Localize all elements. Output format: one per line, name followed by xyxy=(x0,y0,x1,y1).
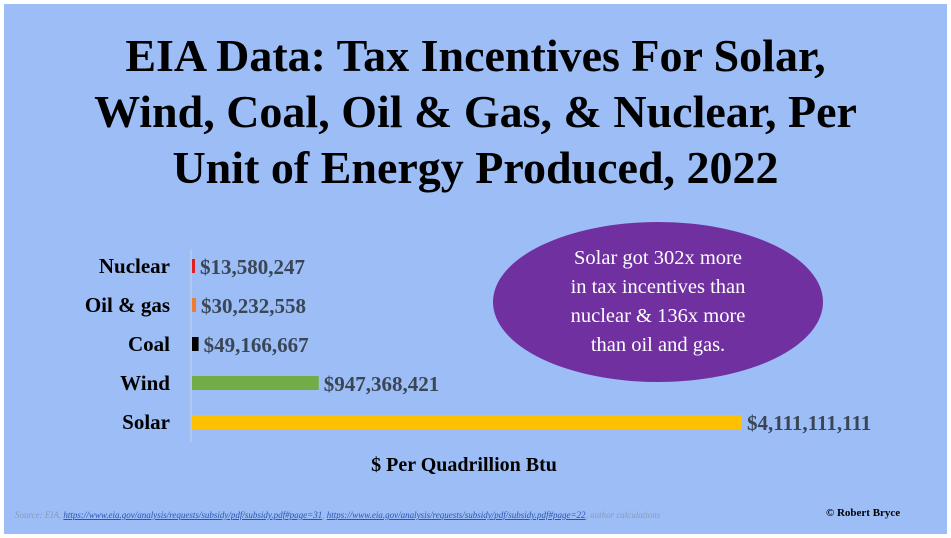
bar xyxy=(192,298,197,312)
category-label: Oil & gas xyxy=(85,293,170,317)
data-label: $13,580,247 xyxy=(200,255,305,279)
title-line: Unit of Energy Produced, 2022 xyxy=(172,142,779,193)
bar-chart: Nuclear $13,580,247 Oil & gas $30,232,558 Co… xyxy=(85,249,871,476)
bar xyxy=(192,376,319,390)
category-label: Nuclear xyxy=(99,254,170,278)
data-label: $30,232,558 xyxy=(201,294,306,318)
source-sep: , xyxy=(322,510,325,520)
slide: EIA Data: Tax Incentives For Solar, Wind… xyxy=(4,4,947,534)
source-link-2[interactable]: https://www.eia.gov/analysis/requests/su… xyxy=(326,510,586,520)
x-axis-label: $ Per Quadrillion Btu xyxy=(371,454,557,476)
bar xyxy=(192,259,195,273)
copyright: © Robert Bryce xyxy=(826,507,901,519)
callout-text: Solar got 302x more in tax incentives th… xyxy=(548,244,768,360)
category-label: Coal xyxy=(128,332,170,356)
source-prefix: Source: EIA, xyxy=(15,510,62,520)
category-label: Solar xyxy=(122,410,170,434)
callout-line: Solar got 302x more xyxy=(574,247,742,269)
title-line: Wind, Coal, Oil & Gas, & Nuclear, Per xyxy=(94,86,857,137)
page-title: EIA Data: Tax Incentives For Solar, Wind… xyxy=(4,28,947,196)
bar xyxy=(192,337,199,351)
callout-line: in tax incentives than xyxy=(570,276,746,298)
source-suffix: , author calculations xyxy=(585,510,661,520)
callout-bubble: Solar got 302x more in tax incentives th… xyxy=(493,222,823,382)
title-line: EIA Data: Tax Incentives For Solar, xyxy=(125,30,826,81)
callout-line: than oil and gas. xyxy=(590,334,726,356)
data-label: $4,111,111,111 xyxy=(747,411,871,435)
source-link-1[interactable]: https://www.eia.gov/analysis/requests/su… xyxy=(63,510,323,520)
data-label: $947,368,421 xyxy=(324,372,440,396)
source-note: Source: EIA, https://www.eia.gov/analysi… xyxy=(15,510,660,520)
category-label: Wind xyxy=(120,371,170,395)
bar xyxy=(192,415,742,429)
data-label: $49,166,667 xyxy=(204,333,309,357)
callout-line: nuclear & 136x more xyxy=(570,305,746,327)
